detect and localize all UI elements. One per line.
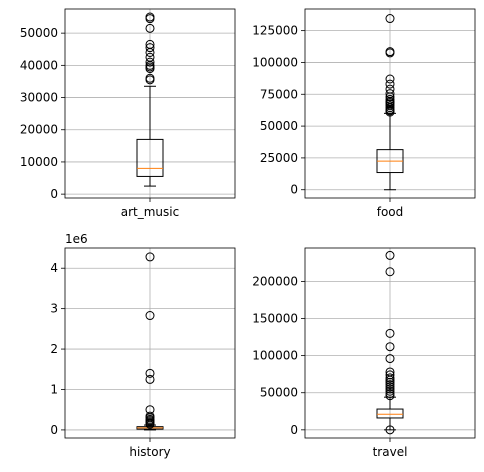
outlier-point — [145, 43, 155, 53]
outlier-point — [145, 374, 155, 384]
history-boxplot-panel: 0 1 2 3 4 history 1e6 — [50, 232, 236, 459]
outlier-point — [145, 73, 155, 83]
outlier-point — [385, 94, 395, 104]
outlier-point — [145, 368, 155, 378]
x-tick-label: travel — [373, 445, 408, 459]
y-tick-label: 2 — [50, 342, 58, 356]
outlier-point — [385, 89, 395, 99]
y-tick-label: 75000 — [260, 87, 298, 101]
y-tick-label: 25000 — [260, 151, 298, 165]
y-tick-label: 0 — [290, 423, 298, 437]
outlier-point — [385, 74, 395, 84]
outlier-point — [385, 354, 395, 364]
iqr-box — [376, 408, 404, 419]
outlier-point — [385, 384, 395, 394]
y-tick-label: 20000 — [20, 123, 58, 137]
y-tick-label: 0 — [50, 423, 58, 437]
outlier-point — [385, 386, 395, 396]
outlier-point — [385, 14, 395, 24]
y-tick-label: 50000 — [20, 26, 58, 40]
outlier-point — [385, 328, 395, 338]
outlier-point — [385, 391, 395, 401]
iqr-box — [136, 138, 164, 177]
y-tick-label: 3 — [50, 302, 58, 316]
outlier-point — [385, 425, 395, 435]
y-tick-label: 150000 — [252, 312, 298, 326]
outlier-point — [385, 47, 395, 57]
outlier-point — [145, 311, 155, 321]
outlier-point — [385, 267, 395, 277]
y-tick-label: 0 — [290, 183, 298, 197]
outlier-point — [385, 370, 395, 380]
y-tick-label: 10000 — [20, 155, 58, 169]
outlier-point — [145, 12, 155, 22]
y-tick-label: 50000 — [260, 119, 298, 133]
y-tick-label: 40000 — [20, 58, 58, 72]
outlier-point — [145, 411, 155, 421]
axes-frame — [64, 8, 236, 199]
outlier-point — [385, 342, 395, 352]
y-tick-label: 0 — [50, 187, 58, 201]
y-tick-label: 30000 — [20, 91, 58, 105]
outlier-point — [385, 250, 395, 260]
axes-frame — [304, 8, 476, 199]
outlier-point — [385, 382, 395, 392]
y-tick-label: 1 — [50, 382, 58, 396]
y-tick-label: 100000 — [252, 349, 298, 363]
outlier-point — [385, 380, 395, 390]
x-tick-label: art_music — [121, 205, 179, 219]
axes-frame — [304, 247, 476, 439]
food-boxplot-panel: 0 25000 50000 75000 100000 125000 food — [252, 8, 476, 219]
outlier-point — [145, 57, 155, 67]
outlier-point — [385, 373, 395, 383]
outlier-point — [385, 367, 395, 377]
x-tick-label: history — [129, 445, 170, 459]
outlier-point — [145, 252, 155, 262]
outlier-point — [145, 52, 155, 62]
y-tick-label: 100000 — [252, 55, 298, 69]
art-music-boxplot-panel: 0 10000 20000 30000 40000 50000 art_music — [20, 8, 236, 219]
axes-frame — [64, 247, 236, 439]
y-tick-label: 125000 — [252, 24, 298, 38]
outlier-point — [385, 388, 395, 398]
y-tick-label: 200000 — [252, 274, 298, 288]
x-tick-label: food — [377, 205, 404, 219]
outlier-point — [145, 39, 155, 49]
travel-boxplot-panel: 0 50000 100000 150000 200000 travel — [252, 247, 476, 459]
y-tick-label: 4 — [50, 261, 58, 275]
y-offset-label: 1e6 — [65, 232, 88, 246]
outlier-point — [385, 84, 395, 94]
outlier-point — [145, 23, 155, 33]
outlier-point — [385, 377, 395, 387]
outlier-point — [385, 79, 395, 89]
outlier-point — [145, 405, 155, 415]
y-tick-label: 50000 — [260, 386, 298, 400]
